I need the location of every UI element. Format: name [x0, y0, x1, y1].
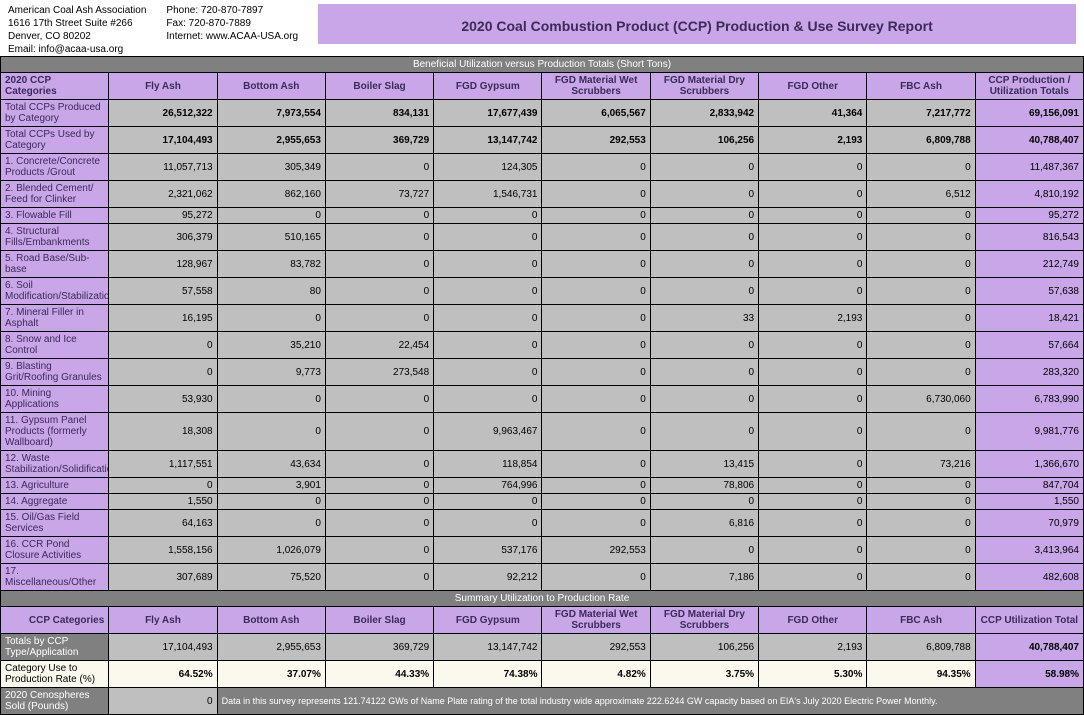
- title-text: 2020 Coal Combustion Product (CCP) Produ…: [461, 18, 932, 34]
- detail-row: 6. Soil Modification/Stabilization57,558…: [1, 278, 1084, 305]
- detail-row: 17. Miscellaneous/Other307,68975,520092,…: [1, 564, 1084, 591]
- detail-row: 15. Oil/Gas Field Services64,16300006,81…: [1, 510, 1084, 537]
- org-addr2: Denver, CO 80202: [8, 30, 146, 43]
- detail-row: 16. CCR Pond Closure Activities1,558,156…: [1, 537, 1084, 564]
- org-phone: Phone: 720-870-7897: [166, 4, 298, 17]
- column-headers: 2020 CCP CategoriesFly AshBottom AshBoil…: [1, 73, 1084, 100]
- detail-row: 3. Flowable Fill95,272000000095,272: [1, 208, 1084, 224]
- org-addr1: 1616 17th Street Suite #266: [8, 17, 146, 30]
- row-used: Total CCPs Used by Category17,104,4932,9…: [1, 127, 1084, 154]
- detail-row: 1. Concrete/Concrete Products /Grout11,0…: [1, 154, 1084, 181]
- detail-row: 7. Mineral Filler in Asphalt16,195000033…: [1, 305, 1084, 332]
- detail-row: 13. Agriculture03,9010764,996078,8060084…: [1, 478, 1084, 494]
- main-table: Beneficial Utilization versus Production…: [0, 56, 1084, 715]
- detail-row: 8. Snow and Ice Control035,21022,4540000…: [1, 332, 1084, 359]
- data-table: Beneficial Utilization versus Production…: [0, 56, 1084, 715]
- header: American Coal Ash Association 1616 17th …: [0, 0, 1084, 56]
- band-summary: Summary Utilization to Production Rate: [1, 591, 1084, 607]
- org-fax: Fax: 720-870-7889: [166, 17, 298, 30]
- footnote: Data in this survey represents 121.74122…: [217, 688, 1083, 715]
- detail-row: 9. Blasting Grit/Roofing Granules09,7732…: [1, 359, 1084, 386]
- detail-row: 14. Aggregate1,55000000001,550: [1, 494, 1084, 510]
- band-main: Beneficial Utilization versus Production…: [1, 57, 1084, 73]
- org-email: Email: info@acaa-usa.org: [8, 43, 146, 56]
- summary-headers: CCP CategoriesFly AshBottom AshBoiler Sl…: [1, 607, 1084, 634]
- detail-row: 4. Structural Fills/Embankments306,37951…: [1, 224, 1084, 251]
- row-produced: Total CCPs Produced by Category26,512,32…: [1, 100, 1084, 127]
- detail-row: 11. Gypsum Panel Products (formerly Wall…: [1, 413, 1084, 451]
- summary-totals: Totals by CCP Type/Application17,104,493…: [1, 634, 1084, 661]
- org-contact: Phone: 720-870-7897 Fax: 720-870-7889 In…: [166, 4, 298, 43]
- detail-row: 2. Blended Cement/ Feed for Clinker2,321…: [1, 181, 1084, 208]
- detail-row: 12. Waste Stabilization/Solidification1,…: [1, 451, 1084, 478]
- report-title: 2020 Coal Combustion Product (CCP) Produ…: [318, 4, 1076, 44]
- org-name: American Coal Ash Association: [8, 4, 146, 17]
- cenospheres-row: 2020 Cenospheres Sold (Pounds)0Data in t…: [1, 688, 1084, 715]
- org-web: Internet: www.ACAA-USA.org: [166, 30, 298, 43]
- detail-row: 5. Road Base/Sub-base128,96783,782000000…: [1, 251, 1084, 278]
- summary-rate: Category Use to Production Rate (%)64.52…: [1, 661, 1084, 688]
- org-address: American Coal Ash Association 1616 17th …: [8, 4, 146, 56]
- detail-row: 10. Mining Applications53,9300000006,730…: [1, 386, 1084, 413]
